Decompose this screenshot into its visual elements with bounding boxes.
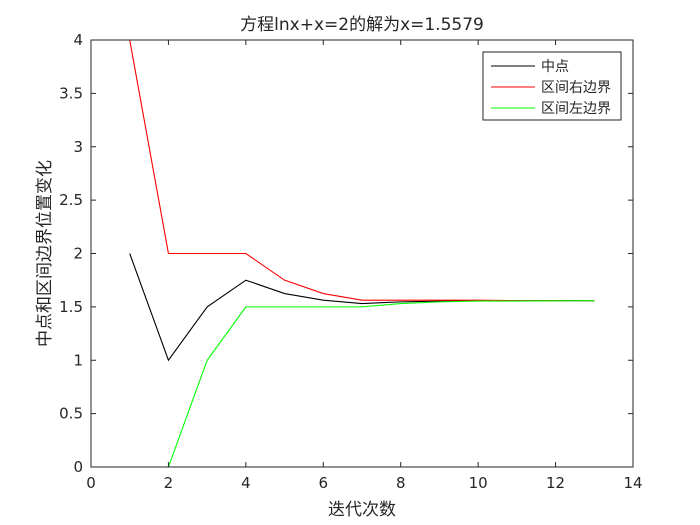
series-line-3 bbox=[129, 300, 595, 468]
legend-label-1: 中点 bbox=[541, 59, 569, 75]
x-tick-label: 14 bbox=[623, 474, 642, 492]
chart-title: 方程lnx+x=2的解为x=1.5579 bbox=[240, 15, 484, 35]
x-tick-label: 2 bbox=[164, 474, 174, 492]
series-layer bbox=[129, 39, 595, 468]
x-tick-label: 0 bbox=[86, 474, 96, 492]
y-tick-label: 0.5 bbox=[59, 405, 83, 423]
legend-box bbox=[482, 51, 622, 121]
y-tick-label: 1 bbox=[73, 351, 83, 369]
x-tick-label: 4 bbox=[241, 474, 251, 492]
y-tick-label: 4 bbox=[73, 31, 83, 49]
y-tick-label: 2.5 bbox=[59, 191, 83, 209]
x-tick-label: 8 bbox=[396, 474, 406, 492]
y-axis-label: 中点和区间边界位置变化 bbox=[35, 160, 55, 347]
legend-label-3: 区间左边界 bbox=[541, 101, 611, 117]
ticks-layer: 0 2 4 6 8 10 12 14 0 0.5 1 1.5 2 2.5 3 3.5 4 bbox=[59, 31, 642, 492]
y-tick-label: 2 bbox=[73, 245, 83, 263]
y-tick-label: 3.5 bbox=[59, 84, 83, 102]
y-tick-label: 0 bbox=[73, 458, 83, 476]
legend-label-2: 区间右边界 bbox=[541, 80, 611, 96]
x-tick-label: 12 bbox=[546, 474, 565, 492]
x-axis-label: 迭代次数 bbox=[328, 500, 396, 520]
y-tick-label: 3 bbox=[73, 138, 83, 156]
y-tick-label: 1.5 bbox=[59, 298, 83, 316]
x-tick-label: 10 bbox=[469, 474, 488, 492]
x-tick-label: 6 bbox=[319, 474, 329, 492]
